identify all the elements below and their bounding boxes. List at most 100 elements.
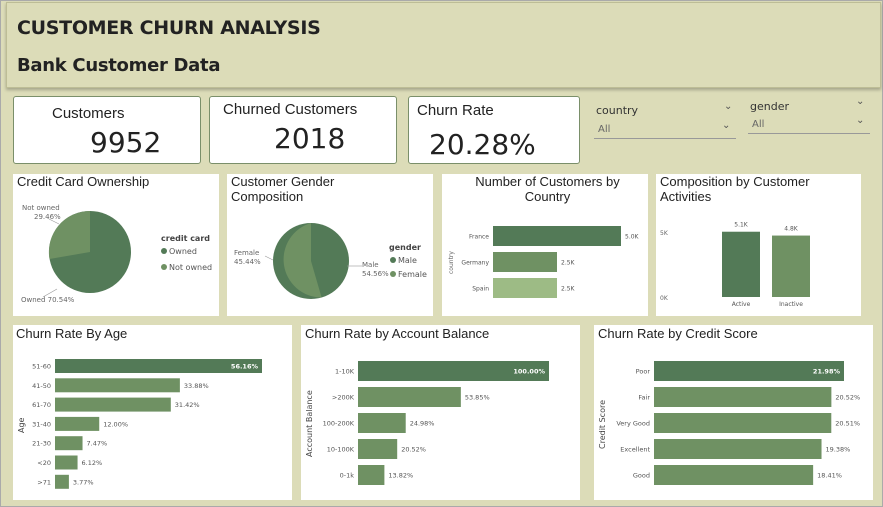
credit-score-panel[interactable]: Churn Rate by Credit Score Poor 21.98% Fai… (594, 325, 873, 500)
kpi-customers-label: Customers (52, 105, 125, 122)
chevron-down-icon[interactable]: ⌄ (724, 101, 733, 112)
gender-pie-chart: Female 45.44% Male 54.56% gender Male Fe… (234, 223, 427, 299)
tick-label: Poor (636, 368, 651, 376)
data-label: 20.51% (835, 420, 860, 428)
balance-panel[interactable]: Churn Rate by Account Balance 1-10K 100.0… (301, 325, 580, 500)
bar-Very Good[interactable] (654, 413, 832, 433)
tick-label: 0-1k (340, 472, 355, 480)
bar-21-30[interactable] (55, 436, 83, 451)
kpi-churn-rate-label: Churn Rate (417, 102, 494, 119)
kpi-customers-value: 9952 (90, 126, 162, 159)
bar-61-70[interactable] (55, 397, 171, 412)
legend-female: Female (398, 270, 427, 279)
activity-title: Composition by Customer Activities (660, 174, 810, 204)
credit-card-panel[interactable]: Credit Card Ownership Not owned 29.46% O… (13, 174, 219, 316)
data-label: 6.12% (82, 459, 103, 467)
gender-slicer-dropdown[interactable]: All ⌄ (748, 115, 870, 134)
gender-panel[interactable]: Customer Gender Composition Female 45.44… (227, 174, 433, 316)
bar-0-1k[interactable] (358, 465, 385, 485)
bar-100-200K[interactable] (358, 413, 406, 433)
male-pct: 54.56% (362, 270, 389, 278)
bar-Good[interactable] (654, 465, 814, 485)
credit-card-title: Credit Card Ownership (17, 174, 150, 189)
data-label: 53.85% (465, 394, 490, 402)
not-owned-label: Not owned (22, 204, 60, 212)
country-bar-chart: France 5.0K Germany 2.5K Spain 2.5K country (448, 226, 640, 298)
country-slicer-value: All (598, 124, 611, 135)
legend-owned: Owned (169, 247, 197, 256)
bar-10-100K[interactable] (358, 439, 398, 459)
age-title: Churn Rate By Age (16, 326, 128, 341)
kpi-churned-card[interactable]: Churned Customers 2018 (209, 96, 397, 164)
credit-score-axis-label: Credit Score (598, 400, 607, 449)
male-label: Male (362, 261, 379, 269)
legend-marker-female (390, 271, 396, 277)
bar-1-10K[interactable] (358, 361, 549, 381)
kpi-churn-rate-card[interactable]: Churn Rate 20.28% (408, 96, 580, 164)
tick-label: 41-50 (32, 382, 51, 390)
bar-Germany[interactable] (493, 252, 557, 272)
tick-label: 31-40 (32, 420, 51, 428)
country-panel[interactable]: Number of Customers by Country France 5.0… (442, 174, 648, 316)
bar-31-40[interactable] (55, 416, 100, 431)
pie-slice-female[interactable] (283, 223, 322, 298)
header-bar: CUSTOMER CHURN ANALYSIS Bank Customer Da… (6, 2, 881, 88)
kpi-churn-rate-value: 20.28% (429, 128, 536, 161)
data-label: 2.5K (561, 286, 576, 293)
tick-label: 100-200K (323, 420, 355, 428)
data-label: 56.16% (231, 363, 259, 371)
data-label: 2.5K (561, 260, 576, 267)
age-bar-chart: 51-60 56.16% 41-50 33.88% 61-70 31.42% 31-40 12… (17, 359, 262, 489)
credit-card-pie-chart: Not owned 29.46% Owned 70.54% credit car… (21, 204, 212, 304)
bar-France[interactable] (493, 226, 621, 246)
kpi-customers-card[interactable]: Customers 9952 (13, 96, 201, 164)
tick-label: >71 (37, 478, 51, 486)
page-title: CUSTOMER CHURN ANALYSIS (17, 17, 321, 39)
bar-Inactive[interactable] (772, 235, 810, 297)
gender-slicer[interactable]: gender ⌄ All ⌄ (746, 96, 872, 138)
country-axis-label: country (448, 251, 455, 274)
data-label: 7.47% (87, 440, 108, 448)
data-label: 3.77% (73, 478, 94, 486)
legend-marker-owned (161, 248, 167, 254)
tick-label: France (469, 234, 489, 241)
country-slicer-dropdown[interactable]: All ⌄ (594, 120, 736, 139)
activity-panel[interactable]: Composition by Customer Activities 5K 0K 5… (656, 174, 861, 316)
y-tick-label: 5K (660, 230, 669, 237)
pie-slice-not-owned[interactable] (48, 210, 90, 259)
female-label: Female (234, 249, 259, 257)
bar-Excellent[interactable] (654, 439, 822, 459)
bar-<20[interactable] (55, 455, 78, 470)
chevron-down-icon: ⌄ (856, 115, 865, 126)
legend-title: gender (389, 243, 421, 252)
country-slicer[interactable]: country ⌄ All ⌄ (592, 100, 738, 142)
tick-label: Active (732, 301, 751, 308)
data-label: 19.38% (826, 446, 851, 454)
balance-bar-chart: 1-10K 100.00% >200K 53.85% 100-200K 24.98% 10-… (305, 361, 549, 485)
age-panel[interactable]: Churn Rate By Age 51-60 56.16% 41-50 33.88%… (13, 325, 292, 500)
tick-label: Spain (472, 286, 489, 293)
bar->71[interactable] (55, 474, 69, 489)
tick-label: Germany (461, 260, 489, 267)
data-label: 21.98% (813, 368, 841, 376)
data-label: 24.98% (410, 420, 435, 428)
tick-label: 10-100K (327, 446, 355, 454)
bar-Active[interactable] (722, 231, 760, 297)
owned-label: Owned 70.54% (21, 296, 75, 304)
country-slicer-label: country (596, 104, 639, 117)
bar-51-60[interactable] (55, 359, 262, 373)
bar-Spain[interactable] (493, 278, 557, 298)
bar-Fair[interactable] (654, 387, 832, 407)
chevron-down-icon[interactable]: ⌄ (856, 96, 865, 107)
data-label: 13.82% (388, 472, 413, 480)
credit-score-bar-chart: Poor 21.98% Fair 20.52% Very Good 20.51% Excel… (598, 361, 860, 485)
data-label: 5.0K (625, 234, 640, 241)
bar->200K[interactable] (358, 387, 461, 407)
kpi-churned-label: Churned Customers (223, 101, 358, 118)
activity-bar-chart: 5K 0K 5.1K Active 4.8K Inactive (660, 222, 810, 308)
bar-41-50[interactable] (55, 378, 180, 393)
gender-slicer-label: gender (750, 100, 789, 113)
bar-Poor[interactable] (654, 361, 844, 381)
data-label: 5.1K (734, 222, 749, 229)
data-label: 20.52% (401, 446, 426, 454)
